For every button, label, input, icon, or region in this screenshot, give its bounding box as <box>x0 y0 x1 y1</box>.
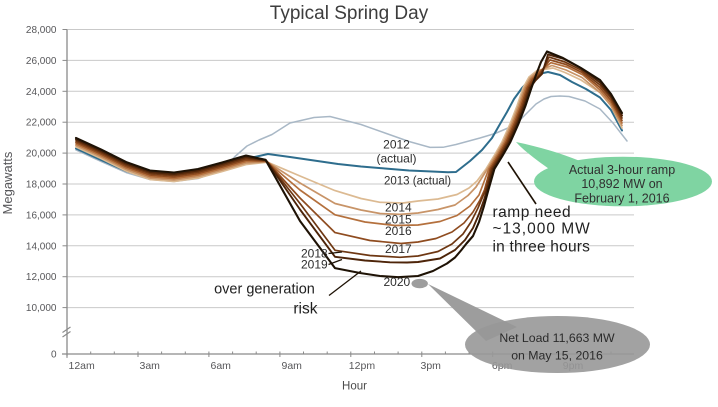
svg-text:on May 15, 2016: on May 15, 2016 <box>511 349 603 363</box>
svg-text:9am: 9am <box>282 360 303 372</box>
svg-text:12,000: 12,000 <box>26 272 57 283</box>
svg-text:18,000: 18,000 <box>26 180 57 191</box>
svg-text:2020: 2020 <box>384 275 411 289</box>
svg-text:Actual 3-hour ramp: Actual 3-hour ramp <box>569 163 675 177</box>
svg-text:20,000: 20,000 <box>26 149 57 160</box>
svg-text:risk: risk <box>293 301 317 318</box>
svg-text:10,892 MW on: 10,892 MW on <box>581 177 662 191</box>
svg-text:ramp need: ramp need <box>493 204 572 221</box>
svg-text:(actual): (actual) <box>376 151 416 165</box>
svg-text:10,000: 10,000 <box>26 303 57 314</box>
svg-text:3pm: 3pm <box>421 360 442 372</box>
svg-text:February 1, 2016: February 1, 2016 <box>574 191 669 205</box>
svg-text:2019: 2019 <box>301 257 328 271</box>
svg-text:28,000: 28,000 <box>26 25 57 36</box>
svg-text:0: 0 <box>51 350 57 361</box>
svg-text:2015: 2015 <box>385 213 412 227</box>
svg-text:in three hours: in three hours <box>493 239 591 256</box>
svg-text:2017: 2017 <box>385 242 412 256</box>
svg-text:3am: 3am <box>140 360 161 372</box>
svg-text:2014: 2014 <box>385 201 412 215</box>
svg-text:Hour: Hour <box>342 381 367 393</box>
svg-text:2013 (actual): 2013 (actual) <box>384 176 451 188</box>
svg-text:22,000: 22,000 <box>26 118 57 129</box>
svg-text:24,000: 24,000 <box>26 87 57 98</box>
svg-text:26,000: 26,000 <box>26 56 57 67</box>
svg-text:2012: 2012 <box>383 138 410 152</box>
svg-text:16,000: 16,000 <box>26 210 57 221</box>
svg-text:Typical Spring Day: Typical Spring Day <box>270 3 429 24</box>
svg-text:14,000: 14,000 <box>26 241 57 252</box>
svg-text:12pm: 12pm <box>349 360 376 372</box>
svg-text:Megawatts: Megawatts <box>0 151 15 214</box>
svg-text:Net Load 11,663 MW: Net Load 11,663 MW <box>499 331 615 345</box>
svg-text:over generation: over generation <box>214 282 315 298</box>
svg-text:6am: 6am <box>211 360 232 372</box>
svg-text:2018: 2018 <box>301 246 328 260</box>
svg-text:2016: 2016 <box>385 224 412 238</box>
svg-text:~13,000 MW: ~13,000 MW <box>493 221 591 238</box>
svg-text:12am: 12am <box>69 360 96 372</box>
